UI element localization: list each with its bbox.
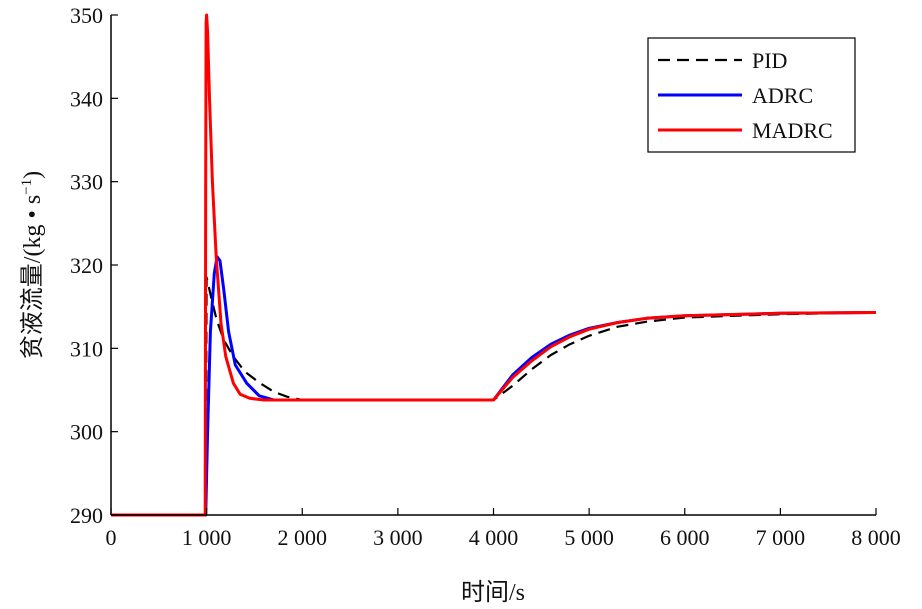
y-tick-label: 340 [70, 86, 103, 111]
x-tick-label: 8 000 [851, 525, 901, 550]
y-tick-label: 320 [70, 253, 103, 278]
x-tick-label: 2 000 [278, 525, 328, 550]
legend-label: ADRC [752, 83, 813, 108]
series-layer [111, 13, 877, 517]
legend-items: PID ADRC MADRC [658, 48, 833, 143]
y-tick-label: 310 [70, 336, 103, 361]
x-tick-label: 6 000 [660, 525, 710, 550]
y-tick-label: 300 [70, 420, 103, 445]
y-axis-label-superscript: −1 [19, 179, 35, 195]
tick-layer: 0 1 000 2 000 3 000 4 000 5 000 6 000 7 000 8 00… [70, 3, 901, 550]
y-axis-label-main: 贫液流量/(kg • s [19, 195, 46, 359]
x-tick-label: 7 000 [756, 525, 806, 550]
x-tick-label: 0 [106, 525, 117, 550]
x-tick-label: 3 000 [373, 525, 423, 550]
y-tick-label: 290 [70, 503, 103, 528]
series-line-madrc [111, 13, 877, 517]
y-tick-label: 350 [70, 3, 103, 28]
y-axis-label-close: ) [20, 171, 46, 179]
series-line-adrc [111, 255, 877, 517]
x-axis-label: 时间/s [461, 579, 525, 606]
legend: PID ADRC MADRC [647, 37, 856, 153]
y-tick-label: 330 [70, 170, 103, 195]
legend-label: PID [752, 48, 787, 73]
legend-label: MADRC [752, 118, 833, 143]
y-axis-label: 贫液流量/(kg • s−1) [19, 171, 46, 359]
x-tick-label: 5 000 [564, 525, 614, 550]
x-tick-label: 1 000 [182, 525, 232, 550]
x-tick-label: 4 000 [469, 525, 519, 550]
